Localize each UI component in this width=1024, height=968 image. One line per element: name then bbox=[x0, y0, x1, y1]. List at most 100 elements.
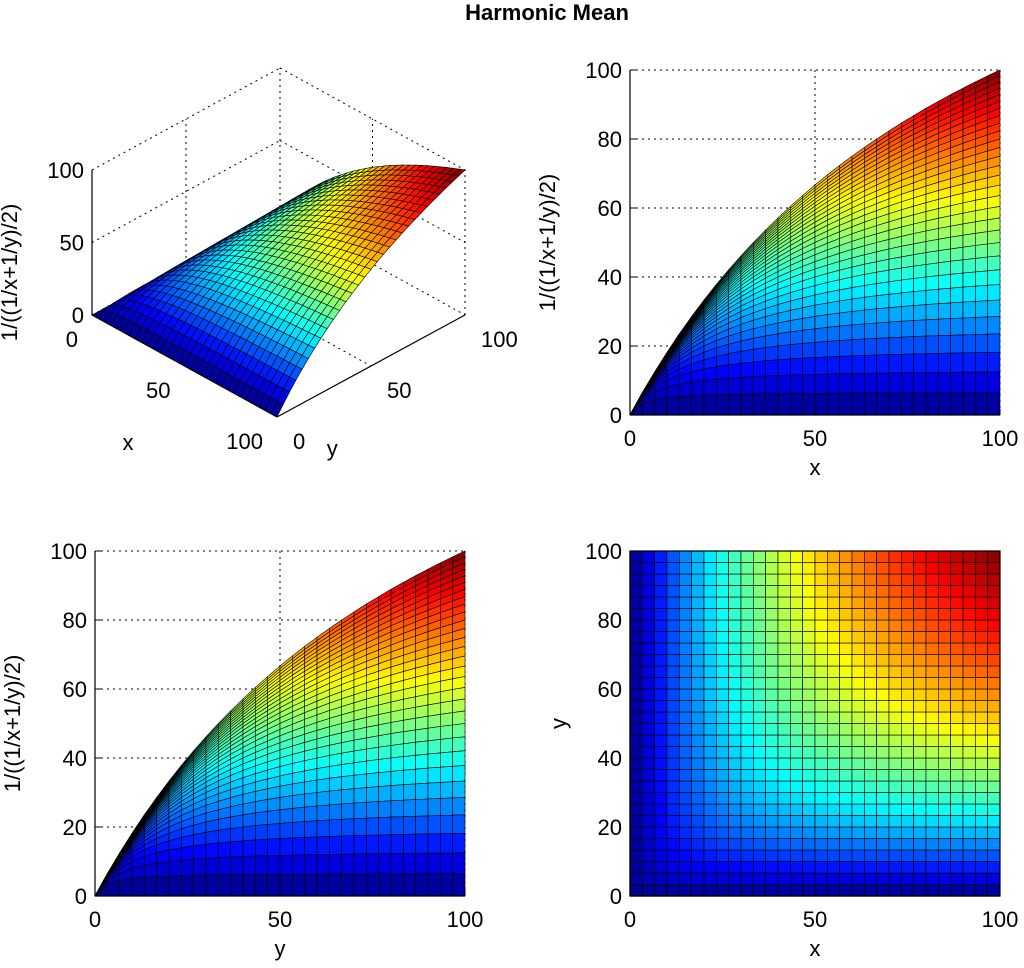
heatmap-cell bbox=[962, 849, 976, 862]
heatmap-cell bbox=[765, 619, 779, 632]
heatmap-cell bbox=[654, 642, 668, 655]
surface-cell bbox=[365, 853, 380, 875]
surface-cell bbox=[728, 393, 742, 416]
heatmap-cell bbox=[987, 826, 1001, 839]
heatmap-cell bbox=[851, 711, 865, 724]
heatmap-cell bbox=[789, 677, 803, 690]
heatmap-cell bbox=[814, 573, 828, 586]
surface-cell bbox=[390, 769, 404, 786]
heatmap-cell bbox=[888, 619, 902, 632]
heatmap-cell bbox=[863, 780, 877, 793]
heatmap-cell bbox=[913, 631, 927, 644]
surface-cell bbox=[353, 748, 367, 764]
heatmap-cell bbox=[691, 677, 705, 690]
surface-cell bbox=[402, 852, 417, 875]
heatmap-cell bbox=[691, 861, 705, 874]
heatmap-cell bbox=[937, 872, 951, 885]
heatmap-cell bbox=[802, 688, 816, 701]
heatmap-cell bbox=[703, 562, 717, 575]
heatmap-cell bbox=[715, 608, 729, 621]
surface-cell bbox=[328, 803, 343, 821]
surface-cell bbox=[193, 831, 207, 847]
surface-cell bbox=[974, 270, 989, 287]
heatmap-cell bbox=[962, 872, 976, 885]
heatmap-cell bbox=[728, 746, 742, 759]
heatmap-cell bbox=[678, 573, 692, 586]
heatmap-cell bbox=[715, 585, 729, 598]
heatmap-cell bbox=[987, 838, 1001, 851]
heatmap-cell bbox=[654, 654, 668, 667]
heatmap-cell bbox=[876, 803, 890, 816]
heatmap-cell bbox=[974, 562, 988, 575]
surface-cell bbox=[925, 392, 939, 416]
y-axis-line bbox=[276, 314, 466, 418]
heatmap-cell bbox=[752, 803, 766, 816]
heatmap-cell bbox=[691, 746, 705, 759]
heatmap-cell bbox=[876, 631, 890, 644]
surface-cell bbox=[752, 393, 767, 416]
heatmap-cell bbox=[777, 665, 791, 678]
y-tick-label: 20 bbox=[598, 334, 622, 359]
heatmap-cell bbox=[987, 631, 1001, 644]
heatmap-cell bbox=[826, 757, 840, 770]
heatmap-cell bbox=[937, 677, 951, 690]
y-axis-label: y bbox=[546, 718, 571, 729]
heatmap-cell bbox=[691, 562, 705, 575]
surface-cell bbox=[987, 299, 1001, 318]
heatmap-cell bbox=[691, 700, 705, 713]
heatmap-cell bbox=[752, 757, 766, 770]
surface-cell bbox=[937, 236, 952, 252]
heatmap-cell bbox=[728, 573, 742, 586]
heatmap-cell bbox=[888, 769, 902, 782]
heatmap-cell bbox=[851, 665, 865, 678]
surface-cell bbox=[267, 838, 281, 857]
surface-cell bbox=[777, 320, 791, 335]
surface-cell bbox=[937, 318, 952, 337]
heatmap-cell bbox=[950, 826, 964, 839]
surface-cell bbox=[316, 873, 330, 897]
heatmap-cell bbox=[900, 596, 914, 609]
surface-cell bbox=[925, 238, 939, 253]
heatmap-cell bbox=[777, 803, 791, 816]
heatmap-cell bbox=[802, 585, 816, 598]
heatmap-cell bbox=[962, 838, 976, 851]
heatmap-cell bbox=[826, 631, 840, 644]
heatmap-cell bbox=[666, 711, 680, 724]
heatmap-cell bbox=[826, 550, 840, 563]
heatmap-cell bbox=[814, 884, 828, 897]
heatmap-cell bbox=[629, 711, 643, 724]
heatmap-cell bbox=[863, 803, 877, 816]
heatmap-cell bbox=[900, 711, 914, 724]
heatmap-cell bbox=[974, 550, 988, 563]
surface-cell bbox=[888, 336, 902, 355]
heatmap-cell bbox=[814, 792, 828, 805]
surface-cell bbox=[814, 393, 828, 416]
heatmap-cell bbox=[987, 884, 1001, 897]
heatmap-cell bbox=[715, 815, 729, 828]
heatmap-cell bbox=[765, 723, 779, 736]
heatmap-cell bbox=[654, 780, 668, 793]
heatmap-cell bbox=[876, 585, 890, 598]
heatmap-cell bbox=[863, 677, 877, 690]
heatmap-cell bbox=[728, 769, 742, 782]
heatmap-cell bbox=[715, 654, 729, 667]
heatmap-cell bbox=[777, 688, 791, 701]
heatmap-cell bbox=[654, 700, 668, 713]
figure-title: Harmonic Mean bbox=[465, 0, 629, 25]
heatmap-cell bbox=[839, 665, 853, 678]
heatmap-cell bbox=[740, 619, 754, 632]
heatmap-cell bbox=[913, 562, 927, 575]
surface-cell bbox=[876, 321, 890, 339]
heatmap-cell bbox=[765, 711, 779, 724]
heatmap-cell bbox=[851, 872, 865, 885]
y-tick-label: 0 bbox=[75, 884, 87, 909]
heatmap-cell bbox=[765, 769, 779, 782]
heatmap-cell bbox=[826, 642, 840, 655]
surface-cell bbox=[452, 873, 466, 897]
surface-cell bbox=[341, 853, 355, 875]
heatmap-cell bbox=[851, 562, 865, 575]
heatmap-cell bbox=[987, 723, 1001, 736]
heatmap-cell bbox=[851, 746, 865, 759]
surface-cell bbox=[888, 320, 902, 339]
surface-cell bbox=[365, 786, 380, 803]
